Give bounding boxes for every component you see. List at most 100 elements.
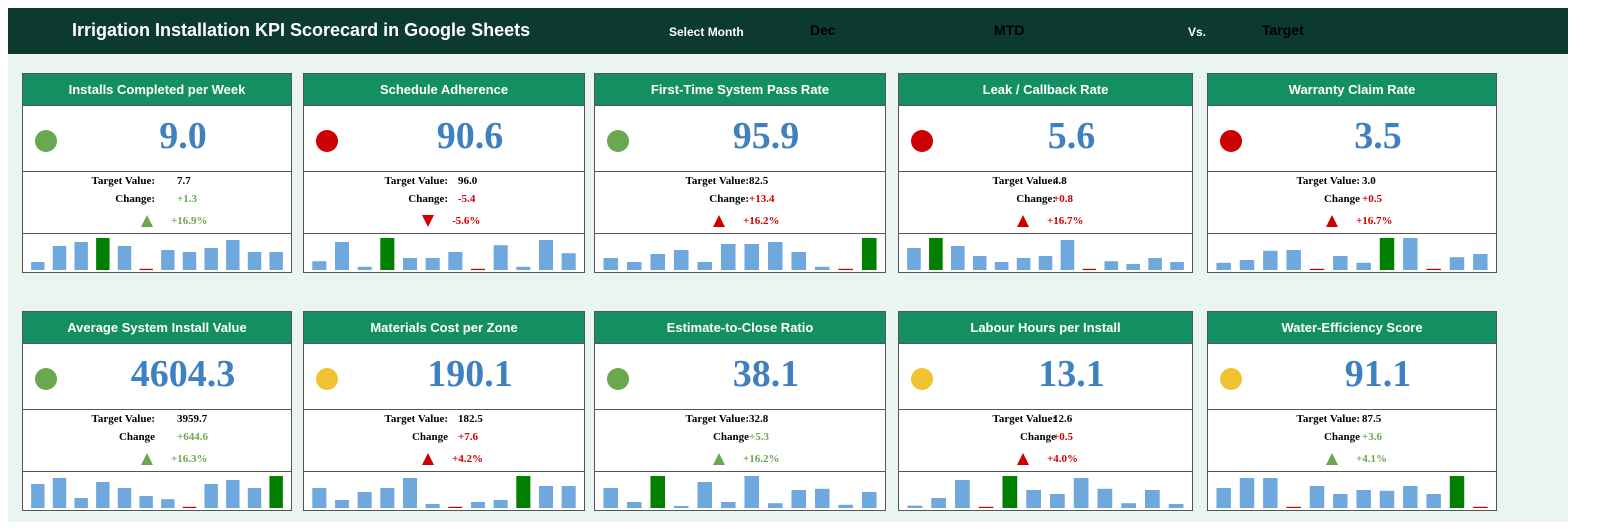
sparkline-bar [425, 504, 440, 508]
sparkline-bar [470, 502, 486, 508]
compare-selector[interactable]: Target [1262, 22, 1304, 38]
sparkline-bar [767, 503, 783, 508]
period-selector[interactable]: MTD [994, 22, 1025, 38]
sparkline-bar [516, 476, 531, 508]
sparkline-svg [31, 476, 283, 508]
trend-arrow-icon [713, 453, 725, 465]
trend-arrow-icon [1017, 453, 1029, 465]
trend-arrow-icon [141, 215, 153, 227]
sparkline-bar [1121, 503, 1136, 508]
kpi-value-row: 3.5 [1208, 105, 1496, 172]
sparkline-bar [791, 490, 807, 508]
status-indicator-icon [35, 130, 57, 152]
sparkline-bar [52, 246, 67, 270]
target-value: 3.0 [1362, 175, 1376, 187]
sparkline-bar [74, 498, 88, 508]
sparkline-bar [1002, 476, 1018, 508]
sparkline-bar [1356, 262, 1371, 270]
sparkline-bar [673, 250, 689, 270]
kpi-value: 4604.3 [130, 353, 236, 395]
sparkline-bar [226, 240, 240, 270]
sparkline-bar [1239, 260, 1255, 270]
sparkline-bar [516, 266, 531, 270]
sparkline-bar [603, 258, 619, 270]
kpi-card-title: Materials Cost per Zone [304, 312, 584, 343]
change-value: +0.8 [1053, 193, 1074, 205]
sparkline-bar [1309, 486, 1325, 508]
target-value: 4.8 [1053, 175, 1067, 187]
kpi-card: Schedule Adherence 90.6 Target Value: 96.0 C… [303, 73, 585, 273]
kpi-value-row: 4604.3 [23, 343, 291, 410]
change-percent: +16.2% [743, 453, 780, 465]
sparkline-bar [929, 238, 943, 270]
kpi-value-row: 91.1 [1208, 343, 1496, 410]
sparkline-bar [334, 242, 350, 270]
sparkline-bar [204, 248, 218, 270]
change-value: +0.5 [1053, 431, 1074, 443]
sparkline-chart [595, 233, 885, 272]
change-label: Change [118, 431, 155, 443]
change-value: +7.6 [458, 431, 479, 443]
sparkline-bar [1082, 268, 1097, 270]
sparkline-bar [1426, 494, 1441, 508]
sparkline-chart [23, 471, 291, 510]
sparkline-bar [1426, 268, 1441, 270]
sparkline-svg [603, 476, 877, 508]
sparkline-bar [182, 506, 197, 508]
sparkline-bar [1286, 506, 1301, 508]
change-label: Change: [709, 193, 749, 205]
change-value: -5.4 [458, 193, 476, 205]
sparkline-bar [767, 242, 783, 270]
kpi-value-row: 190.1 [304, 343, 584, 410]
sparkline-bar [814, 488, 830, 508]
target-value: 182.5 [458, 413, 483, 425]
kpi-value: 95.9 [732, 115, 800, 157]
sparkline-bar [931, 498, 946, 508]
sparkline-bar [978, 506, 994, 508]
header-bar: Irrigation Installation KPI Scorecard in… [8, 8, 1568, 54]
target-value: 12.6 [1053, 413, 1073, 425]
sparkline-bar [673, 506, 689, 508]
sparkline-bar [561, 253, 576, 270]
sparkline-chart [304, 233, 584, 272]
sparkline-bar [1216, 262, 1231, 270]
sparkline-bar [1060, 240, 1075, 270]
change-value: +13.4 [749, 193, 775, 205]
sparkline-bar [380, 488, 395, 508]
sparkline-bar [1333, 494, 1348, 508]
kpi-card: Water-Efficiency Score 91.1 Target Value: 8… [1207, 311, 1497, 511]
sparkline-bar [1168, 504, 1184, 508]
month-selector[interactable]: Dec [810, 22, 836, 38]
sparkline-bar [493, 245, 508, 270]
page-title: Irrigation Installation KPI Scorecard in… [72, 20, 531, 40]
change-percent: +16.9% [171, 215, 208, 227]
status-indicator-icon [607, 130, 629, 152]
kpi-value: 90.6 [436, 115, 504, 157]
sparkline-svg [1216, 238, 1488, 270]
sparkline-bar [1263, 250, 1278, 270]
target-value: 82.5 [749, 175, 769, 187]
change-label: Change: [1016, 193, 1056, 205]
kpi-value: 5.6 [1047, 115, 1096, 157]
sparkline-bar [269, 252, 283, 270]
sparkline-bar [838, 268, 854, 270]
sparkline-bar [603, 488, 619, 508]
sparkline-bar [1333, 256, 1348, 270]
sparkline-bar [1473, 506, 1488, 508]
sparkline-bar [470, 268, 486, 270]
kpi-card: Average System Install Value 4604.3 Target… [22, 311, 292, 511]
sparkline-bar [204, 484, 218, 508]
sparkline-bar [334, 500, 350, 508]
change-value: +644.6 [177, 431, 209, 443]
sparkline-chart [899, 233, 1192, 272]
kpi-card-title: Warranty Claim Rate [1208, 74, 1496, 105]
kpi-details: Target Value: 32.8 Change +5.3 +16.2% [595, 409, 885, 473]
sparkline-bar [96, 482, 110, 508]
kpi-card: First-Time System Pass Rate 95.9 Target Va… [594, 73, 886, 273]
kpi-details: Target Value: 7.7 Change: +1.3 +16.9% [23, 171, 291, 235]
kpi-card-title: First-Time System Pass Rate [595, 74, 885, 105]
kpi-card-title: Estimate-to-Close Ratio [595, 312, 885, 343]
kpi-value-row: 38.1 [595, 343, 885, 410]
change-value: +5.3 [749, 431, 770, 443]
trend-arrow-icon [422, 453, 434, 465]
